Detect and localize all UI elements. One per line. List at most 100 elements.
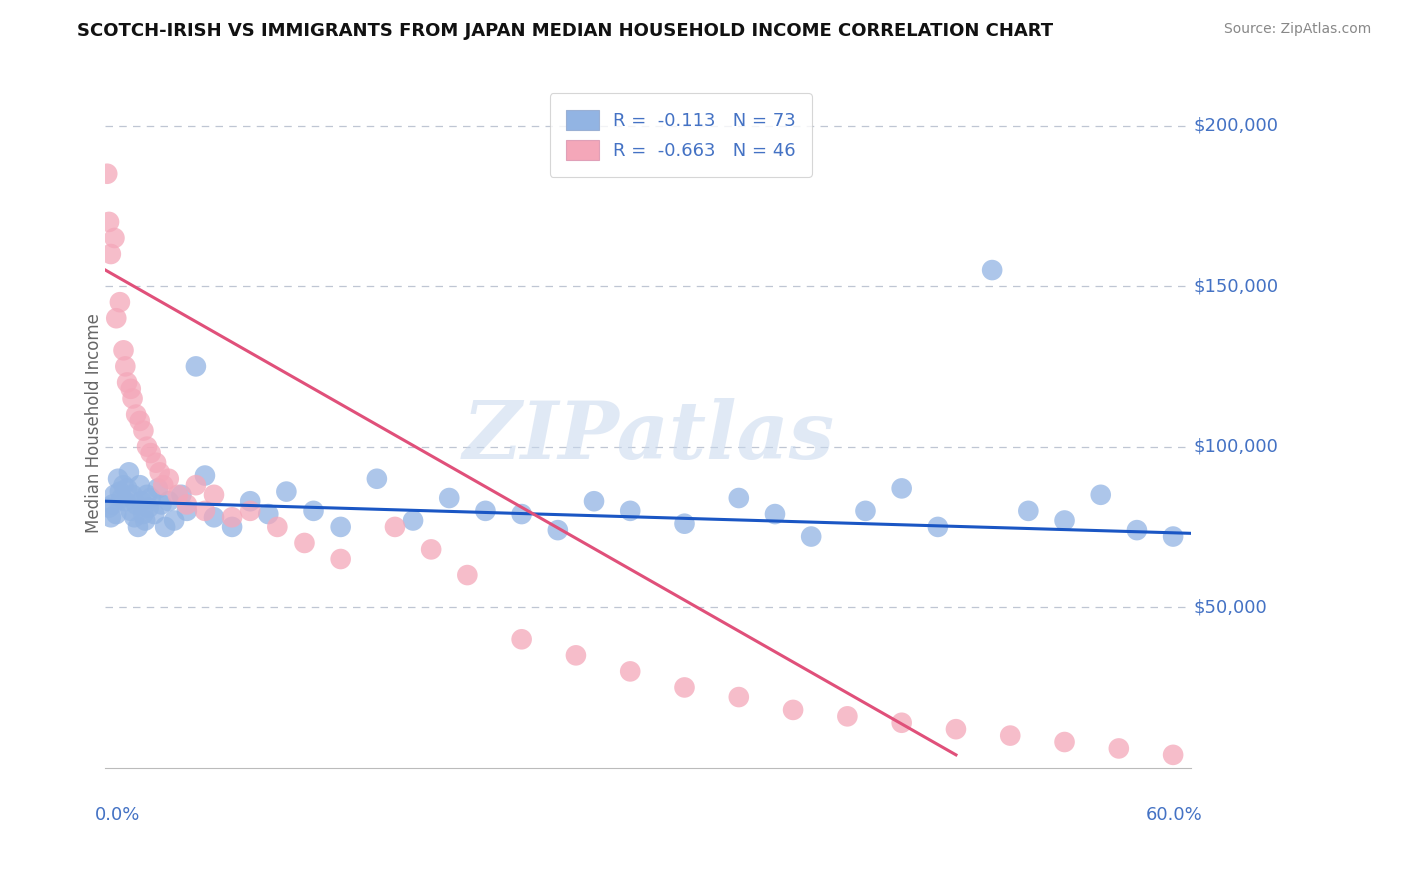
Point [125,498,148,512]
Point [945,722,967,736]
Point [565,648,588,663]
Point [138,500,160,515]
Point [221,520,243,534]
Text: 0.0%: 0.0% [94,805,141,823]
Point [673,516,696,531]
Point [1198,536,1220,550]
Point [981,263,1004,277]
Text: $200,000: $200,000 [1194,117,1278,135]
Point [136,488,159,502]
Point [1161,747,1184,762]
Point [329,520,352,534]
Point [128,478,150,492]
Point [101,498,124,512]
Point [98,500,121,515]
Point [927,520,949,534]
Point [1053,514,1076,528]
Point [184,478,207,492]
Point [276,484,298,499]
Point [1161,530,1184,544]
Point [107,472,129,486]
Point [125,408,148,422]
Point [103,488,125,502]
Point [221,510,243,524]
Point [194,468,217,483]
Point [121,392,143,406]
Point [131,494,153,508]
Point [108,484,131,499]
Point [1017,504,1039,518]
Point [112,478,135,492]
Point [727,491,749,505]
Point [727,690,749,704]
Point [139,491,162,505]
Point [257,507,280,521]
Text: $100,000: $100,000 [1194,438,1278,456]
Point [582,494,605,508]
Point [439,491,461,505]
Point [108,295,131,310]
Point [132,424,155,438]
Point [194,504,217,518]
Point [157,494,180,508]
Point [763,507,786,521]
Point [96,167,118,181]
Point [1090,488,1112,502]
Point [837,709,859,723]
Point [855,504,877,518]
Point [176,498,198,512]
Point [121,488,143,502]
Point [145,456,167,470]
Text: $50,000: $50,000 [1194,599,1267,616]
Y-axis label: Median Household Income: Median Household Income [86,312,103,533]
Point [184,359,207,374]
Point [202,510,225,524]
Point [366,472,388,486]
Point [105,311,128,326]
Point [294,536,316,550]
Legend: R =  -0.113   N = 73, R =  -0.663   N = 46: R = -0.113 N = 73, R = -0.663 N = 46 [550,94,813,177]
Point [152,478,174,492]
Point [202,488,225,502]
Text: Source: ZipAtlas.com: Source: ZipAtlas.com [1223,22,1371,37]
Point [157,472,180,486]
Text: 60.0%: 60.0% [1146,805,1202,823]
Point [619,504,641,518]
Point [402,514,425,528]
Point [890,482,912,496]
Point [143,507,166,521]
Point [1126,523,1149,537]
Point [115,376,138,390]
Point [115,482,138,496]
Point [510,507,533,521]
Point [456,568,478,582]
Point [266,520,288,534]
Text: SCOTCH-IRISH VS IMMIGRANTS FROM JAPAN MEDIAN HOUSEHOLD INCOME CORRELATION CHART: SCOTCH-IRISH VS IMMIGRANTS FROM JAPAN ME… [77,22,1053,40]
Point [163,514,186,528]
Point [114,359,136,374]
Point [120,382,142,396]
Point [146,482,169,496]
Point [800,530,823,544]
Point [890,715,912,730]
Point [118,466,141,480]
Point [302,504,325,518]
Point [619,665,641,679]
Point [100,247,122,261]
Point [782,703,804,717]
Point [1000,729,1022,743]
Point [150,498,173,512]
Point [100,510,122,524]
Point [127,520,149,534]
Point [170,488,193,502]
Point [420,542,443,557]
Point [128,414,150,428]
Point [239,494,262,508]
Point [1108,741,1130,756]
Point [114,494,136,508]
Text: $150,000: $150,000 [1194,277,1278,295]
Point [136,440,159,454]
Point [673,681,696,695]
Point [120,504,142,518]
Point [103,231,125,245]
